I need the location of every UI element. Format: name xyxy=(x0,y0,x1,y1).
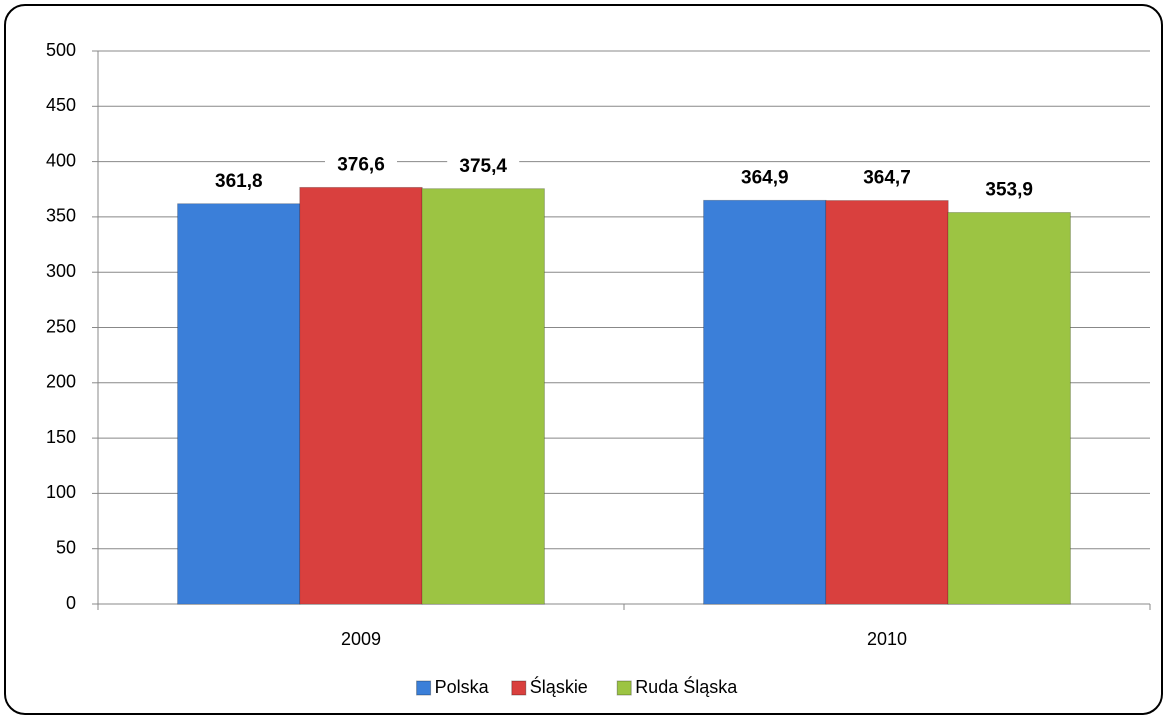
value-label-bg xyxy=(202,169,275,194)
y-tick-label: 400 xyxy=(46,150,76,170)
value-label-bg xyxy=(728,166,801,191)
legend-label: Polska xyxy=(435,677,490,697)
legend-swatch xyxy=(616,680,632,696)
y-tick-label: 100 xyxy=(46,482,76,502)
value-label-bg xyxy=(973,178,1046,203)
bar xyxy=(299,186,423,605)
bar xyxy=(825,200,949,605)
y-tick-label: 50 xyxy=(56,537,76,557)
x-tick-label: 2009 xyxy=(341,629,381,649)
bar xyxy=(421,188,545,605)
legend-label: Ruda Śląska xyxy=(635,676,738,697)
value-label: 364,7 xyxy=(863,168,911,189)
y-tick-label: 300 xyxy=(46,261,76,281)
value-label: 364,9 xyxy=(741,167,789,188)
value-label-bg xyxy=(447,154,520,179)
x-tick-label: 2010 xyxy=(867,629,907,649)
value-label-bg xyxy=(325,153,397,178)
y-tick-label: 200 xyxy=(46,372,76,392)
value-label: 376,6 xyxy=(337,154,385,175)
y-tick-label: 450 xyxy=(46,95,76,115)
y-tick-label: 500 xyxy=(46,40,76,60)
legend-label: Śląskie xyxy=(530,676,588,697)
y-tick-label: 150 xyxy=(46,427,76,447)
y-tick-label: 0 xyxy=(66,593,76,613)
legend-swatch xyxy=(511,680,527,696)
bar xyxy=(177,203,301,605)
y-tick-label: 350 xyxy=(46,206,76,226)
value-label: 353,9 xyxy=(985,180,1033,201)
bar xyxy=(703,199,827,605)
value-label: 375,4 xyxy=(459,156,507,177)
y-tick-label: 250 xyxy=(46,316,76,336)
value-label-bg xyxy=(851,166,923,191)
legend-swatch xyxy=(416,680,432,696)
bar xyxy=(947,212,1071,605)
value-label: 361,8 xyxy=(215,171,263,192)
